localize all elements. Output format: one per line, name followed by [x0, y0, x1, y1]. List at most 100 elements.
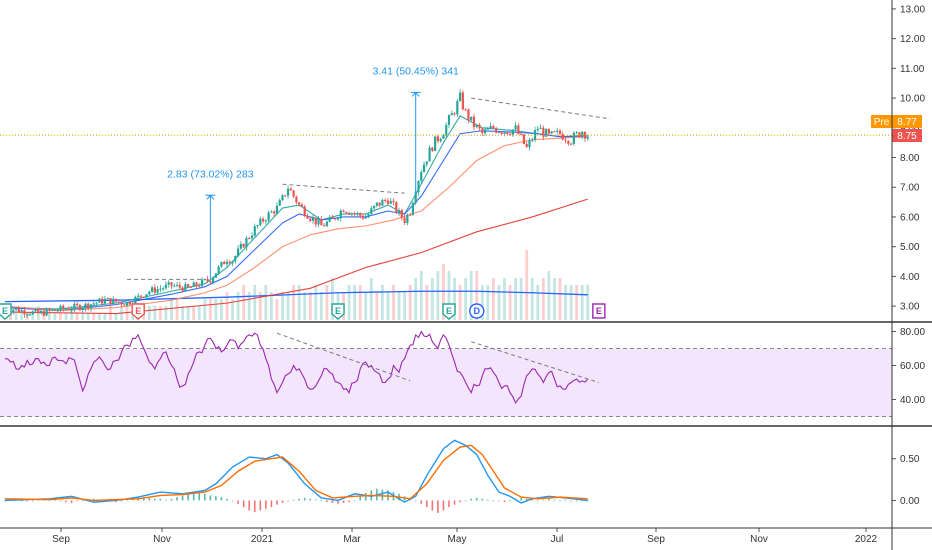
- measure-arrowhead: [411, 91, 420, 97]
- volume-bar: [458, 285, 462, 320]
- candle-body: [286, 188, 290, 196]
- price-axis[interactable]: 3.00 4.00 5.00 6.00 7.00 8.00 9.00 10.00 11.00 12…: [871, 4, 925, 313]
- candle-body: [522, 134, 526, 144]
- candle-body: [422, 164, 426, 173]
- macd-histogram-bar: [181, 495, 184, 501]
- price-tick-label: 12.00: [900, 34, 925, 45]
- volume-bar: [59, 313, 62, 320]
- rsi-tick-label: 80.00: [900, 327, 925, 338]
- macd-histogram-bar: [470, 498, 472, 501]
- badge-label: E: [446, 306, 452, 316]
- macd-histogram-bar: [270, 500, 273, 508]
- macd-histogram-bar: [487, 499, 489, 501]
- volume-bar: [42, 313, 46, 320]
- macd-histogram-bar: [220, 497, 223, 501]
- volume-bar: [270, 292, 273, 320]
- candle-body: [486, 128, 489, 130]
- price-tick-label: 11.00: [900, 64, 925, 75]
- macd-histogram-bar: [209, 495, 212, 501]
- macd-histogram-bar: [4, 500, 6, 502]
- candle-body: [59, 305, 62, 311]
- candle-body: [436, 136, 439, 142]
- macd-histogram-bar: [442, 500, 445, 511]
- dividend-badge[interactable]: [469, 303, 485, 319]
- candle-body: [51, 309, 54, 311]
- rsi-trendline[interactable]: [471, 341, 600, 383]
- candle-body: [137, 295, 140, 297]
- macd-histogram-bar: [231, 500, 234, 502]
- candle-body: [500, 132, 503, 134]
- price-trendline[interactable]: [471, 97, 611, 120]
- measure-annotations[interactable]: 2.83 (73.02%) 283 3.41 (50.45%) 341: [167, 65, 459, 280]
- macd-histogram-bar: [176, 497, 178, 501]
- price-pane[interactable]: 2.83 (73.02%) 283 3.41 (50.45%) 341 E E E E D…: [0, 4, 925, 320]
- earnings-upcoming-badge[interactable]: [592, 303, 606, 319]
- volume-bar: [286, 292, 290, 320]
- volume-bar: [369, 278, 373, 320]
- candle-body: [45, 309, 48, 316]
- candle-body: [148, 291, 151, 295]
- candle-body: [439, 138, 442, 142]
- macd-histogram-bar: [498, 500, 500, 502]
- candle-body: [187, 284, 190, 287]
- candle-body: [442, 135, 445, 139]
- price-trendline[interactable]: [282, 183, 405, 194]
- volume-bar: [419, 271, 423, 320]
- candle-body: [545, 129, 548, 137]
- candle-body: [145, 294, 148, 298]
- macd-histogram-bar: [120, 500, 123, 502]
- candle-body: [345, 211, 348, 213]
- volume-bar: [303, 292, 307, 320]
- candle-body: [134, 296, 137, 304]
- candle-body: [459, 92, 462, 101]
- macd-histogram-bar: [115, 500, 117, 503]
- earnings-badge[interactable]: [0, 303, 12, 320]
- macd-histogram-bar: [81, 500, 84, 502]
- earnings-badge[interactable]: [331, 303, 345, 320]
- macd-histogram-bar: [337, 500, 339, 504]
- candle-body: [178, 284, 181, 288]
- price-tick-label: 5.00: [900, 242, 920, 253]
- candle-body: [495, 128, 498, 133]
- macd-histogram-bar: [420, 500, 423, 504]
- macd-histogram-bar: [575, 500, 578, 502]
- candle-body: [12, 309, 15, 312]
- volume-bar: [64, 313, 68, 320]
- macd-histogram-bar: [93, 498, 95, 501]
- volume-bar: [564, 285, 567, 320]
- candle-body: [228, 261, 231, 264]
- volume-bar: [97, 313, 101, 320]
- volume-bar: [547, 271, 551, 320]
- candle-body: [331, 217, 334, 219]
- candle-body: [434, 136, 437, 151]
- rsi-axis[interactable]: 40.00 60.00 80.00: [892, 327, 925, 406]
- earnings-badge[interactable]: [131, 303, 145, 320]
- macd-histogram-bar: [59, 500, 62, 502]
- candle-body: [353, 213, 356, 215]
- candle-body: [575, 132, 578, 134]
- volume-bar: [536, 285, 540, 320]
- rsi-pane[interactable]: 40.00 60.00 80.00: [0, 327, 925, 417]
- candle-body: [375, 202, 378, 206]
- macd-histogram-bar: [581, 500, 583, 502]
- macd-axis[interactable]: 0.50 0.00: [892, 454, 920, 507]
- macd-pane[interactable]: 0.50 0.00: [4, 439, 920, 513]
- earnings-badge[interactable]: [442, 303, 456, 320]
- candle-body: [539, 127, 542, 129]
- volume-bar: [525, 250, 529, 320]
- candle-body: [225, 261, 229, 265]
- time-tick-label: Mar: [343, 534, 361, 545]
- candle-body: [245, 238, 248, 248]
- rsi-trendline[interactable]: [276, 332, 411, 382]
- macd-histogram-bar: [537, 500, 539, 502]
- candle-body: [89, 304, 93, 309]
- macd-histogram-bar: [76, 500, 78, 502]
- candle-body: [411, 203, 415, 215]
- volume-bar: [197, 306, 201, 320]
- volume-bar: [181, 306, 184, 320]
- candle-body: [431, 147, 434, 151]
- time-axis[interactable]: Sep Nov 2021 Mar May Jul Sep Nov 2022: [52, 528, 878, 545]
